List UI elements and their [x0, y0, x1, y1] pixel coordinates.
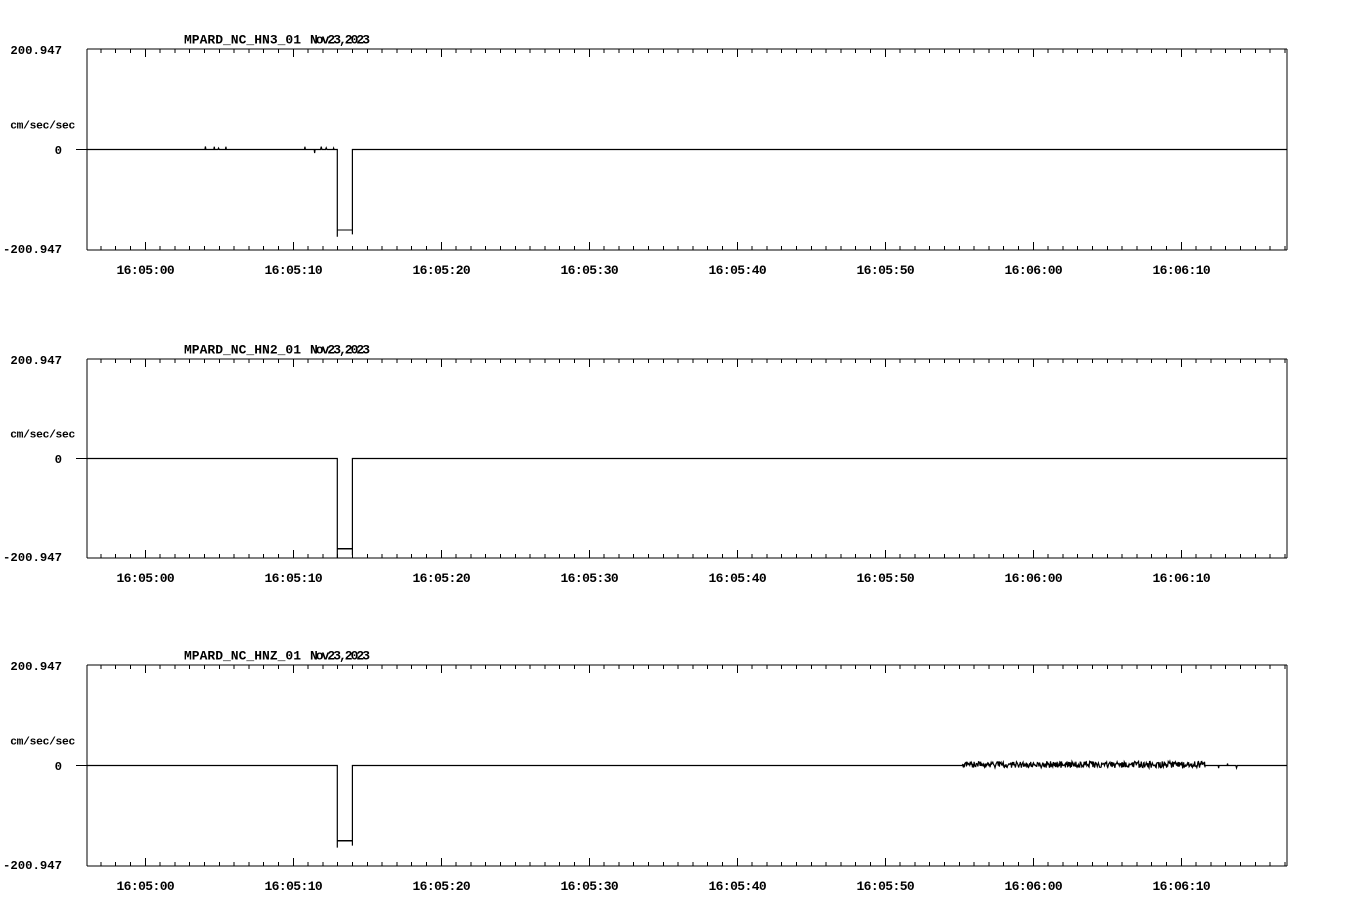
svg-text:cm/sec/sec: cm/sec/sec [10, 737, 75, 749]
svg-text:16:05:50: 16:05:50 [856, 571, 914, 586]
svg-text:16:05:10: 16:05:10 [264, 263, 322, 278]
svg-text:16:05:30: 16:05:30 [560, 263, 618, 278]
svg-text:16:05:50: 16:05:50 [856, 879, 914, 894]
svg-text:16:05:00: 16:05:00 [116, 571, 174, 586]
svg-text:16:05:10: 16:05:10 [264, 879, 322, 894]
svg-text:16:06:10: 16:06:10 [1152, 571, 1210, 586]
svg-text:MPARD_NC_HNZ_01: MPARD_NC_HNZ_01 [184, 648, 301, 663]
svg-text:16:06:00: 16:06:00 [1004, 879, 1062, 894]
svg-text:16:05:40: 16:05:40 [708, 263, 766, 278]
svg-text:200.947: 200.947 [10, 44, 62, 58]
svg-text:0: 0 [55, 760, 62, 774]
svg-text:16:05:40: 16:05:40 [708, 879, 766, 894]
svg-text:Nov23,2023: Nov23,2023 [310, 32, 370, 47]
svg-text:16:06:00: 16:06:00 [1004, 263, 1062, 278]
svg-text:-200.947: -200.947 [3, 551, 62, 565]
svg-text:16:05:10: 16:05:10 [264, 571, 322, 586]
svg-text:16:05:20: 16:05:20 [412, 263, 470, 278]
svg-text:MPARD_NC_HN3_01: MPARD_NC_HN3_01 [184, 32, 301, 47]
svg-text:16:05:00: 16:05:00 [116, 263, 174, 278]
svg-text:16:06:10: 16:06:10 [1152, 879, 1210, 894]
svg-text:cm/sec/sec: cm/sec/sec [10, 121, 75, 133]
svg-text:16:05:30: 16:05:30 [560, 571, 618, 586]
svg-text:16:05:20: 16:05:20 [412, 879, 470, 894]
svg-text:16:05:50: 16:05:50 [856, 263, 914, 278]
svg-text:200.947: 200.947 [10, 354, 62, 368]
svg-text:0: 0 [55, 453, 62, 467]
svg-text:-200.947: -200.947 [3, 243, 62, 257]
svg-text:MPARD_NC_HN2_01: MPARD_NC_HN2_01 [184, 342, 301, 357]
svg-text:16:05:40: 16:05:40 [708, 571, 766, 586]
svg-text:16:06:10: 16:06:10 [1152, 263, 1210, 278]
svg-text:200.947: 200.947 [10, 660, 62, 674]
svg-text:16:05:20: 16:05:20 [412, 571, 470, 586]
svg-text:16:05:00: 16:05:00 [116, 879, 174, 894]
svg-text:16:05:30: 16:05:30 [560, 879, 618, 894]
svg-text:0: 0 [55, 144, 62, 158]
svg-text:Nov23,2023: Nov23,2023 [310, 648, 370, 663]
svg-text:-200.947: -200.947 [3, 859, 62, 873]
svg-text:16:06:00: 16:06:00 [1004, 571, 1062, 586]
svg-text:cm/sec/sec: cm/sec/sec [10, 430, 75, 442]
svg-text:Nov23,2023: Nov23,2023 [310, 342, 370, 357]
